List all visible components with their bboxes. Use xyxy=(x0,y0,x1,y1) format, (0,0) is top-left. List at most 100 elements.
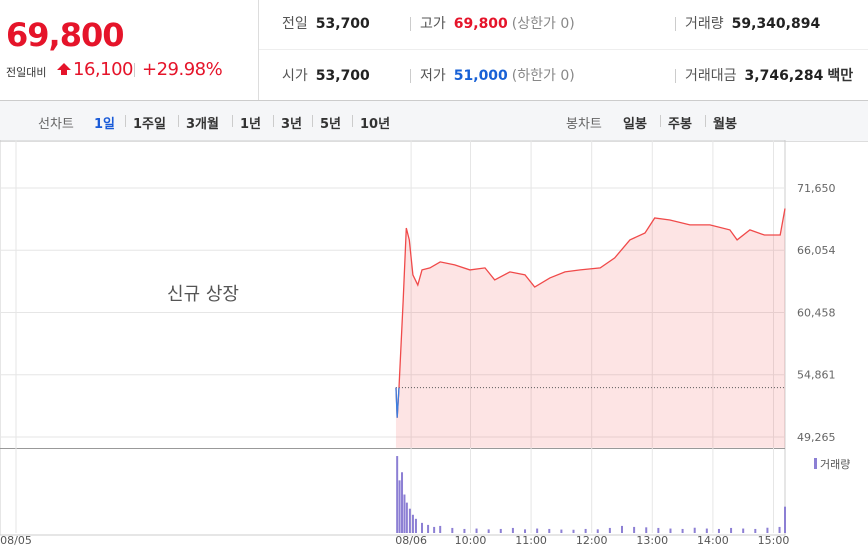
x-tick-label: 13:00 xyxy=(636,534,668,547)
x-tick-label: 15:00 xyxy=(758,534,790,547)
x-tick-label: 11:00 xyxy=(515,534,547,547)
cell-note: (상한가 0) xyxy=(511,16,575,32)
cell-value: 53,700 xyxy=(315,68,370,84)
candle-tab[interactable]: 주봉 xyxy=(668,117,692,132)
change: 16,100 xyxy=(73,59,133,80)
volume-bar xyxy=(730,527,733,533)
volume-bar xyxy=(536,528,539,533)
volume-bar xyxy=(408,508,411,533)
cell-label: 시가 xyxy=(282,68,308,84)
line-chart-label: 선차트 xyxy=(38,117,74,132)
x-tick-label: 08/06 xyxy=(395,534,427,547)
candle-chart-label: 봉차트 xyxy=(566,117,602,132)
volume-bar xyxy=(633,526,636,533)
divider xyxy=(352,115,353,127)
period-tab[interactable]: 1주일 xyxy=(133,117,166,132)
divider xyxy=(232,115,233,127)
price: 69,800 xyxy=(6,16,124,54)
volume-bar xyxy=(411,514,414,533)
period-tab[interactable]: 3년 xyxy=(281,117,303,132)
cell-note: (하한가 0) xyxy=(511,68,575,84)
volume-bar xyxy=(463,528,466,533)
volume-bar xyxy=(414,518,417,533)
divider xyxy=(312,115,313,127)
cell-label: 거래량 xyxy=(685,16,724,32)
period-tab[interactable]: 10년 xyxy=(360,117,391,132)
volume-bar xyxy=(524,529,527,533)
divider xyxy=(410,69,411,83)
volume-bar xyxy=(754,528,757,533)
divider xyxy=(125,115,126,127)
y-tick-label: 60,458 xyxy=(797,306,836,319)
divider xyxy=(410,17,411,31)
candle-tab[interactable]: 일봉 xyxy=(623,117,647,132)
divider xyxy=(675,17,676,31)
y-tick-label: 71,650 xyxy=(797,182,836,195)
volume-bar xyxy=(560,529,563,533)
quote-box: 69,800 전일대비 16,100 +29.98% xyxy=(0,0,259,100)
volume-bar xyxy=(657,527,660,533)
volume-bar xyxy=(511,527,514,533)
volume-bar xyxy=(766,527,769,533)
volume-bar xyxy=(421,522,424,533)
dip-line xyxy=(395,387,400,418)
candle-tab[interactable]: 월봉 xyxy=(713,117,737,132)
change-label: 전일대비 xyxy=(6,66,47,79)
volume-bar xyxy=(401,472,404,533)
legend-swatch xyxy=(814,458,817,469)
volume-bar xyxy=(427,524,430,533)
divider xyxy=(273,115,274,127)
volume-bar xyxy=(433,526,436,533)
volume-bar xyxy=(398,480,401,533)
divider xyxy=(134,63,135,77)
up-arrow-icon xyxy=(57,63,71,75)
volume-bar xyxy=(705,528,708,533)
volume-bar xyxy=(584,528,587,533)
volume-bar xyxy=(396,456,399,533)
summary-cell: 고가 69,800 (상한가 0) xyxy=(420,14,575,34)
up-arrow xyxy=(57,63,71,75)
divider xyxy=(705,115,706,127)
volume-bar xyxy=(645,527,648,533)
cell-label: 거래대금 xyxy=(685,68,737,84)
volume-bar xyxy=(784,506,786,533)
volume-bar xyxy=(693,527,696,533)
x-tick-label: 14:00 xyxy=(697,534,729,547)
volume-bar xyxy=(620,525,623,533)
change-rate: +29.98% xyxy=(142,59,223,80)
cell-value: 69,800 xyxy=(453,16,508,32)
annotation: 신규 상장 xyxy=(167,284,239,305)
x-tick-label: 10:00 xyxy=(455,534,487,547)
volume-bar xyxy=(403,494,406,533)
y-tick-label: 66,054 xyxy=(797,244,836,257)
summary-cell: 거래량 59,340,894 xyxy=(685,14,820,34)
x-tick-label: 12:00 xyxy=(576,534,608,547)
cell-value: 3,746,284 xyxy=(744,68,824,84)
price-area xyxy=(395,208,785,448)
y-tick-label: 49,265 xyxy=(797,431,836,444)
period-tab[interactable]: 5년 xyxy=(320,117,342,132)
volume-bar xyxy=(405,502,408,533)
volume-bar xyxy=(596,529,599,533)
volume-bar xyxy=(742,528,745,533)
period-tab[interactable]: 3개월 xyxy=(186,117,219,132)
plot-frame xyxy=(0,140,786,536)
header: 69,800 전일대비 16,100 +29.98% 전일 53,700 고가 69,… xyxy=(0,0,868,101)
volume-bar xyxy=(572,529,575,533)
chart: 71,650 66,054 60,458 54,861 49,265 08/05 08/06… xyxy=(0,140,850,547)
volume-bar xyxy=(669,528,672,533)
cell-value: 53,700 xyxy=(315,16,370,32)
divider xyxy=(660,115,661,127)
x-tick-label: 08/05 xyxy=(0,534,32,547)
summary-cell: 시가 53,700 xyxy=(282,66,370,86)
volume-bar xyxy=(499,528,502,533)
cell-label: 고가 xyxy=(420,16,446,32)
summary-cell: 전일 53,700 xyxy=(282,14,370,34)
period-tab[interactable]: 1일 xyxy=(94,117,116,132)
price-line xyxy=(395,208,786,418)
period-tab[interactable]: 1년 xyxy=(240,117,262,132)
legend-label: 거래량 xyxy=(820,458,850,471)
cell-value: 51,000 xyxy=(453,68,508,84)
volume-bar xyxy=(439,525,442,533)
